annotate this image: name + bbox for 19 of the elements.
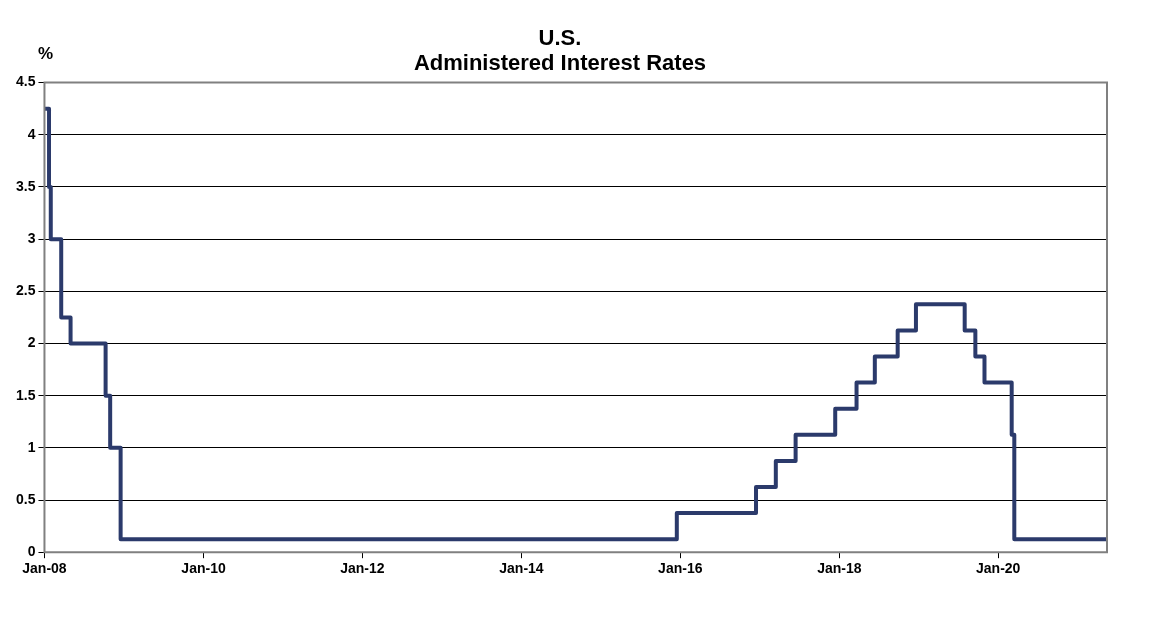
x-tick-label: Jan-14 — [499, 560, 544, 577]
x-tick-label: Jan-12 — [340, 560, 385, 577]
y-tick-label: 4 — [27, 125, 36, 142]
y-tick-label: 3 — [27, 229, 36, 246]
x-tick-label: Jan-10 — [181, 560, 226, 577]
y-tick-label: 1.5 — [15, 386, 36, 403]
y-tick-label: 4.5 — [15, 73, 36, 90]
y-tick-label: 1 — [27, 438, 36, 455]
y-tick-label: 0 — [27, 543, 36, 560]
y-tick-label: 3.5 — [15, 177, 36, 194]
y-tick-label: 2 — [27, 334, 36, 351]
x-tick-label: Jan-18 — [817, 560, 862, 577]
y-tick-label: 0.5 — [15, 490, 36, 507]
x-tick-label: Jan-08 — [22, 560, 67, 577]
x-tick-label: Jan-20 — [976, 560, 1021, 577]
chart-title: U.S. Administered Interest Rates — [413, 24, 707, 76]
y-axis-title: % — [38, 44, 54, 64]
y-tick-label: 2.5 — [15, 282, 36, 299]
x-tick-label: Jan-16 — [658, 560, 703, 577]
